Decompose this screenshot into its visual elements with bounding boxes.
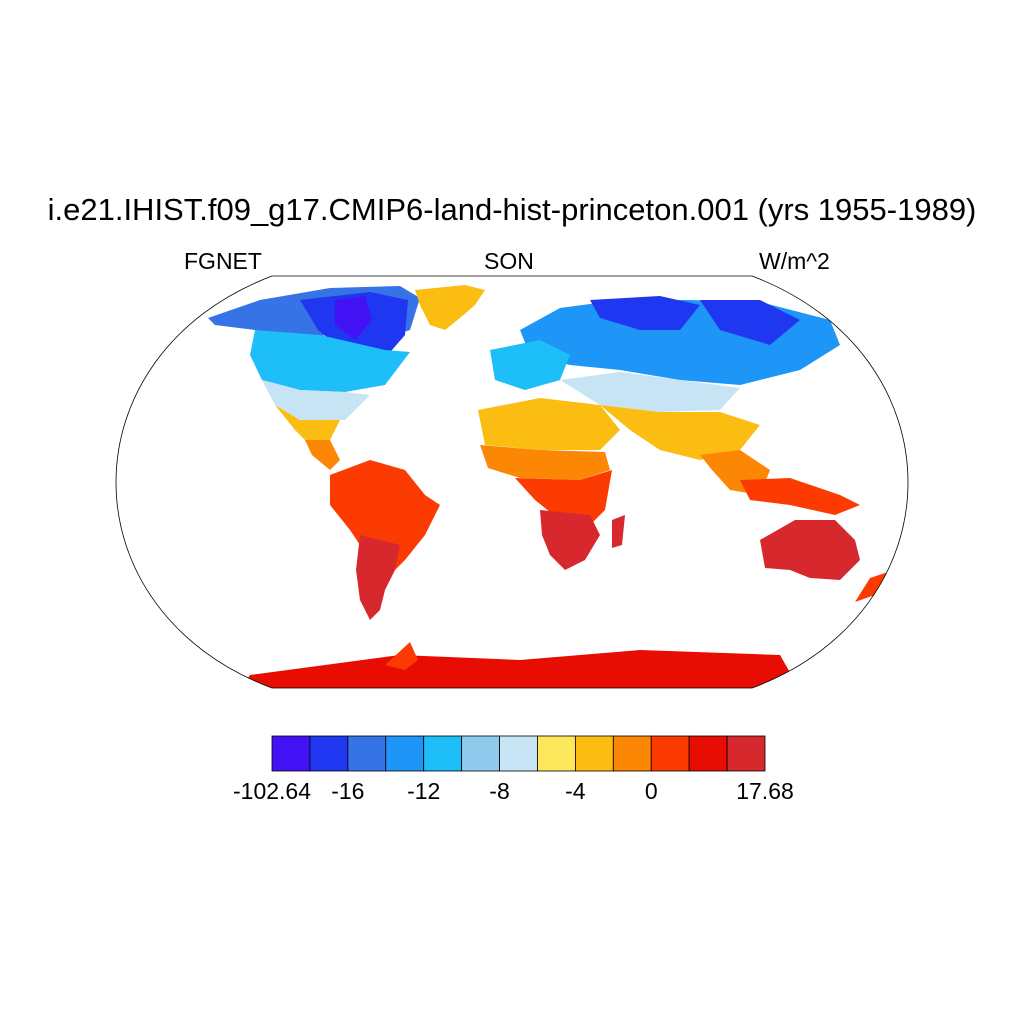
units-label: W/m^2 <box>759 248 830 274</box>
region-south-america-south <box>356 535 400 620</box>
region-south-asia <box>600 405 760 460</box>
region-mexico <box>275 405 340 445</box>
colorbar-swatch <box>347 735 387 772</box>
region-antarctic-peninsula <box>385 642 418 670</box>
region-australia <box>760 520 860 580</box>
colorbar-swatch <box>461 735 500 772</box>
variable-label: FGNET <box>184 248 262 274</box>
region-europe <box>490 340 570 390</box>
colorbar-tick-label: -12 <box>407 778 441 804</box>
region-antarctica <box>240 650 800 688</box>
colorbar-swatch <box>537 735 576 772</box>
region-north-america-south <box>262 380 370 420</box>
colorbar-tick-label: -102.64 <box>232 778 312 804</box>
region-sahara <box>478 398 620 450</box>
colorbar-swatch <box>688 735 728 772</box>
region-sahel <box>480 445 610 480</box>
colorbar-swatch <box>309 735 349 772</box>
colorbar-swatch <box>423 735 463 772</box>
region-siberia <box>590 296 700 330</box>
colorbar-tick-label: -8 <box>489 778 510 804</box>
colorbar-swatch <box>271 735 311 772</box>
map-boundary <box>115 275 909 689</box>
region-east-siberia <box>700 300 800 345</box>
region-north-america-mid <box>250 330 410 392</box>
colorbar-swatch <box>499 735 538 772</box>
colorbar-swatch <box>385 735 425 772</box>
colorbar-tick-label: 17.68 <box>736 778 794 804</box>
colorbar <box>271 735 766 772</box>
colorbar-tick-label: 0 <box>644 778 658 804</box>
region-southern-africa <box>540 510 600 570</box>
region-south-america <box>330 460 440 580</box>
region-madagascar <box>612 515 625 548</box>
season-label: SON <box>484 248 534 274</box>
colorbar-swatch <box>574 735 614 772</box>
region-new-zealand <box>855 572 888 602</box>
map-title: i.e21.IHIST.f09_g17.CMIP6-land-hist-prin… <box>47 192 977 227</box>
region-greenland <box>415 285 485 330</box>
region-hudson-interior <box>335 296 372 340</box>
region-central-asia <box>560 372 740 412</box>
land-regions <box>208 285 888 688</box>
colorbar-swatch <box>650 735 690 772</box>
colorbar-swatch <box>612 735 652 772</box>
colorbar-tick-label: -4 <box>565 778 586 804</box>
colorbar-tick-label: -16 <box>331 778 365 804</box>
region-indonesia <box>740 478 860 515</box>
colorbar-swatch <box>726 735 766 772</box>
region-central-america <box>305 440 340 470</box>
